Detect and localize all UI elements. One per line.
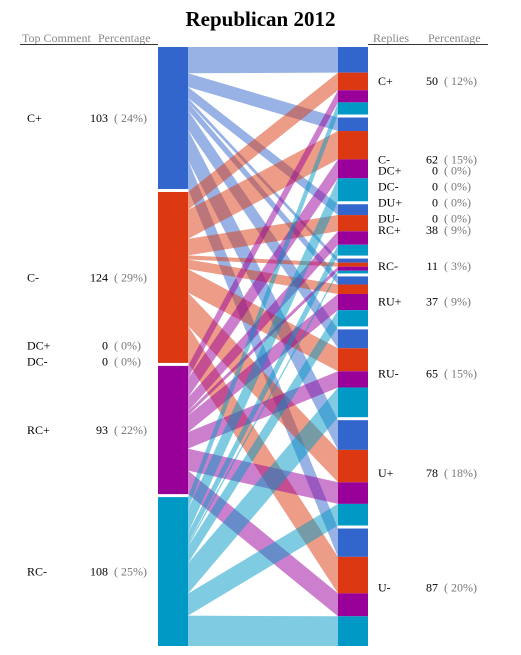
target-node-U--segment-RC+[interactable] <box>338 593 368 616</box>
target-node-RC--segment-RC+[interactable] <box>338 267 368 271</box>
target-node-U--segment-C+[interactable] <box>338 529 368 557</box>
target-label-DU+: DU+ <box>378 196 402 210</box>
target-label-DC-: DC- <box>378 180 399 194</box>
target-node-RU+-segment-C-[interactable] <box>338 285 368 294</box>
source-label-C+: C+ <box>27 111 42 125</box>
target-node-RU--segment-RC-[interactable] <box>338 387 368 417</box>
target-node-C--segment-C-[interactable] <box>338 131 368 159</box>
target-node-RC+-segment-C+[interactable] <box>338 204 368 215</box>
source-label-RC-: RC- <box>27 565 47 579</box>
source-percent-C+: ( 24%) <box>114 111 147 125</box>
target-percent-RU+: ( 9%) <box>444 294 471 308</box>
source-percent-RC-: ( 25%) <box>114 565 147 579</box>
target-percent-DC-: ( 0%) <box>444 180 471 194</box>
target-percent-RC-: ( 3%) <box>444 259 471 273</box>
target-label-U-: U- <box>378 580 391 594</box>
source-node-C+[interactable] <box>158 47 188 189</box>
flow-RC--to-U- <box>188 616 338 646</box>
source-percent-RC+: ( 22%) <box>114 423 147 437</box>
target-node-RC--segment-C-[interactable] <box>338 263 368 267</box>
target-node-C--segment-RC+[interactable] <box>338 159 368 178</box>
target-label-RU-: RU- <box>378 366 399 380</box>
target-node-RC+-segment-RC+[interactable] <box>338 231 368 245</box>
target-node-U+-segment-RC-[interactable] <box>338 504 368 526</box>
target-node-RC--segment-C+[interactable] <box>338 259 368 263</box>
target-node-C--segment-C+[interactable] <box>338 118 368 132</box>
target-node-RC--segment-RC-[interactable] <box>338 271 368 274</box>
target-count-DC+: 0 <box>432 164 438 178</box>
target-count-RC-: 11 <box>426 259 438 273</box>
target-node-RU--segment-C+[interactable] <box>338 329 368 348</box>
target-count-U-: 87 <box>426 580 438 594</box>
source-percent-DC-: ( 0%) <box>114 355 141 369</box>
source-count-DC-: 0 <box>102 355 108 369</box>
target-node-U--segment-C-[interactable] <box>338 557 368 593</box>
target-label-U+: U+ <box>378 466 394 480</box>
target-label-RU+: RU+ <box>378 294 402 308</box>
target-label-RC+: RC+ <box>378 223 401 237</box>
target-node-U+-segment-C+[interactable] <box>338 420 368 450</box>
source-label-DC-: DC- <box>27 355 48 369</box>
target-node-C--segment-RC-[interactable] <box>338 178 368 201</box>
source-count-DC+: 0 <box>102 339 108 353</box>
target-percent-U+: ( 18%) <box>444 466 477 480</box>
target-count-U+: 78 <box>426 466 438 480</box>
target-label-RC-: RC- <box>378 259 398 273</box>
target-percent-DU+: ( 0%) <box>444 196 471 210</box>
target-node-RC+-segment-C-[interactable] <box>338 215 368 231</box>
source-node-C-[interactable] <box>158 192 188 363</box>
flow-group <box>188 47 338 646</box>
target-node-RU+-segment-C+[interactable] <box>338 276 368 284</box>
target-node-C+-segment-C-[interactable] <box>338 73 368 91</box>
target-label-C+: C+ <box>378 74 393 88</box>
target-node-RU+-segment-RC-[interactable] <box>338 310 368 326</box>
target-node-C+-segment-C+[interactable] <box>338 47 368 73</box>
target-percent-RU-: ( 15%) <box>444 366 477 380</box>
target-percent-RC+: ( 9%) <box>444 223 471 237</box>
target-count-RU-: 65 <box>426 366 438 380</box>
source-percent-DC+: ( 0%) <box>114 339 141 353</box>
source-count-C+: 103 <box>90 111 108 125</box>
target-node-C+-segment-RC-[interactable] <box>338 102 368 114</box>
source-label-C-: C- <box>27 270 39 284</box>
target-label-DC+: DC+ <box>378 164 402 178</box>
target-node-U+-segment-C-[interactable] <box>338 450 368 482</box>
source-count-RC+: 93 <box>96 423 108 437</box>
source-percent-C-: ( 29%) <box>114 270 147 284</box>
target-count-RU+: 37 <box>426 294 438 308</box>
target-count-DU+: 0 <box>432 196 438 210</box>
target-node-C+-segment-RC+[interactable] <box>338 90 368 102</box>
target-node-RC+-segment-RC-[interactable] <box>338 245 368 256</box>
target-percent-DC+: ( 0%) <box>444 164 471 178</box>
target-node-RU--segment-C-[interactable] <box>338 348 368 371</box>
target-count-C+: 50 <box>426 74 438 88</box>
target-percent-U-: ( 20%) <box>444 580 477 594</box>
source-label-RC+: RC+ <box>27 423 50 437</box>
source-count-C-: 124 <box>90 270 108 284</box>
source-node-RC-[interactable] <box>158 497 188 646</box>
target-count-DC-: 0 <box>432 180 438 194</box>
source-count-RC-: 108 <box>90 565 108 579</box>
source-label-DC+: DC+ <box>27 339 51 353</box>
target-percent-C+: ( 12%) <box>444 74 477 88</box>
target-count-RC+: 38 <box>426 223 438 237</box>
flow-C+-to-C+ <box>188 47 338 73</box>
target-node-U--segment-RC-[interactable] <box>338 616 368 646</box>
source-node-RC+[interactable] <box>158 366 188 494</box>
target-node-RU+-segment-RC+[interactable] <box>338 294 368 310</box>
target-node-RU--segment-RC+[interactable] <box>338 371 368 387</box>
target-node-U+-segment-RC+[interactable] <box>338 482 368 504</box>
